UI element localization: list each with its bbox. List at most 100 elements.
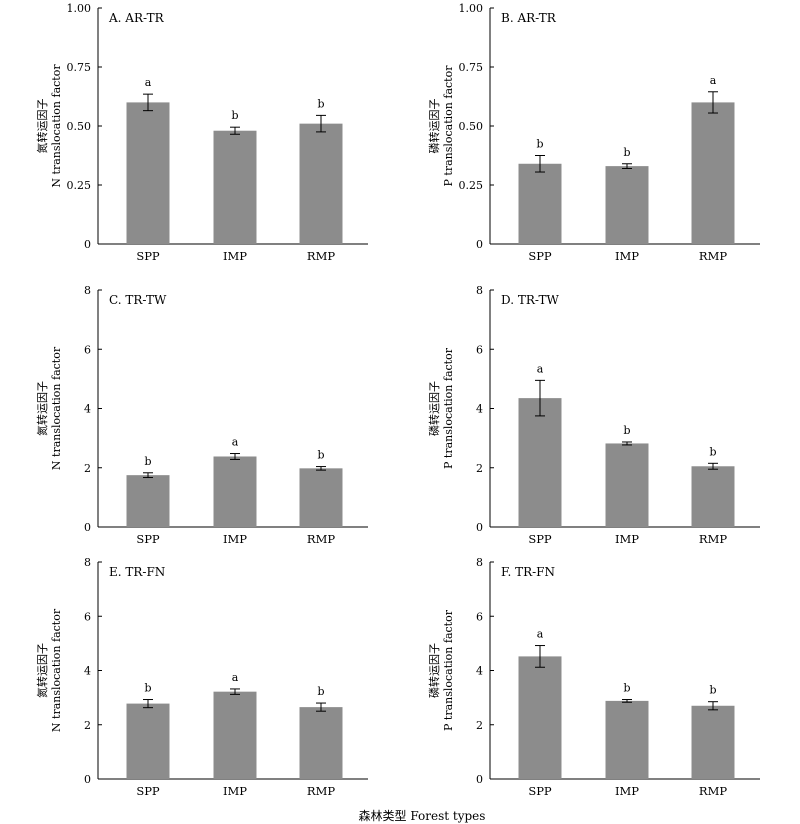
category-label: RMP [699, 532, 727, 546]
significance-letter: b [317, 449, 324, 462]
significance-letter: a [232, 671, 239, 684]
bar-imp [605, 700, 649, 779]
bar-spp [126, 475, 170, 527]
bar-rmp [691, 705, 735, 779]
significance-letter: a [232, 436, 239, 449]
category-label: SPP [528, 249, 552, 263]
y-tick-label: 8 [476, 284, 483, 297]
bar-spp [518, 398, 562, 527]
bar-spp [126, 703, 170, 779]
significance-letter: b [144, 682, 151, 695]
y-tick-label: 4 [476, 403, 483, 416]
y-tick-label: 0.25 [459, 179, 484, 192]
y-axis-label-en: N translocation factor [50, 64, 63, 188]
significance-letter: b [709, 684, 716, 697]
y-axis-label-en: N translocation factor [50, 608, 63, 732]
significance-letter: b [317, 97, 324, 110]
y-axis-label-cn: 氮转运因子 [35, 381, 49, 436]
bar-rmp [691, 466, 735, 527]
bar-rmp [299, 123, 343, 244]
y-axis-label-en: P translocation factor [442, 609, 455, 731]
category-label: SPP [136, 249, 160, 263]
significance-letter: a [537, 362, 544, 375]
y-tick-label: 8 [84, 284, 91, 297]
significance-letter: b [623, 682, 630, 695]
chart-panel-3: 0 2 4 6 8 C. TR-TW 氮转运因子 N translocation factor… [35, 284, 368, 546]
chart-panel-4: 0 2 4 6 8 D. TR-TW 磷转运因子 P translocation factor… [427, 284, 760, 546]
bar-imp [213, 130, 257, 244]
category-label: SPP [528, 532, 552, 546]
bar-imp [605, 443, 649, 527]
category-label: RMP [699, 784, 727, 798]
y-tick-label: 0 [476, 521, 483, 534]
category-label: IMP [223, 784, 247, 798]
significance-letter: a [537, 628, 544, 641]
bar-spp [126, 102, 170, 245]
y-tick-label: 0 [84, 238, 91, 251]
bar-imp [213, 691, 257, 779]
category-label: RMP [307, 249, 335, 263]
y-tick-label: 2 [84, 462, 91, 475]
y-axis-label-cn: 氮转运因子 [35, 99, 49, 154]
category-label: SPP [136, 532, 160, 546]
y-tick-label: 0.75 [67, 61, 92, 74]
chart-panel-1: 0 0.25 0.50 0.75 1.00 A. AR-TR 氮转运因子 N transloc… [35, 2, 368, 263]
y-tick-label: 2 [476, 719, 483, 732]
y-axis-label-cn: 氮转运因子 [35, 643, 49, 698]
y-tick-label: 0.50 [67, 120, 92, 133]
y-tick-label: 0.50 [459, 120, 484, 133]
category-label: RMP [307, 532, 335, 546]
bar-imp [213, 456, 257, 527]
y-tick-label: 0 [84, 521, 91, 534]
bar-imp [605, 166, 649, 244]
significance-letter: b [623, 146, 630, 159]
significance-letter: b [623, 424, 630, 437]
y-tick-label: 4 [84, 403, 91, 416]
y-tick-label: 4 [476, 665, 483, 678]
y-tick-label: 8 [476, 556, 483, 569]
chart-panel-5: 0 2 4 6 8 E. TR-FN 氮转运因子 N translocation factor… [35, 556, 368, 798]
y-axis-label-cn: 磷转运因子 [427, 381, 441, 436]
y-tick-label: 6 [84, 610, 91, 623]
y-tick-label: 0.25 [67, 179, 92, 192]
x-axis-title: 森林类型 Forest types [359, 808, 486, 823]
category-label: RMP [699, 249, 727, 263]
significance-letter: b [536, 138, 543, 151]
y-tick-label: 2 [476, 462, 483, 475]
bar-rmp [299, 707, 343, 779]
y-axis-label-en: P translocation factor [442, 347, 455, 469]
bar-rmp [299, 468, 343, 527]
significance-letter: a [710, 74, 717, 87]
category-label: IMP [615, 784, 639, 798]
significance-letter: b [709, 445, 716, 458]
significance-letter: a [145, 76, 152, 89]
category-label: SPP [136, 784, 160, 798]
category-label: IMP [615, 532, 639, 546]
panel-title: F. TR-FN [501, 565, 555, 579]
panel-title: C. TR-TW [109, 293, 167, 307]
y-tick-label: 8 [84, 556, 91, 569]
y-tick-label: 1.00 [459, 2, 484, 15]
y-tick-label: 0 [476, 238, 483, 251]
y-tick-label: 6 [84, 343, 91, 356]
y-tick-label: 6 [476, 343, 483, 356]
significance-letter: b [144, 455, 151, 468]
significance-letter: b [317, 685, 324, 698]
y-tick-label: 2 [84, 719, 91, 732]
y-tick-label: 6 [476, 610, 483, 623]
category-label: IMP [223, 249, 247, 263]
panel-title: E. TR-FN [109, 565, 165, 579]
panel-title: A. AR-TR [108, 11, 165, 25]
y-tick-label: 0 [476, 773, 483, 786]
y-tick-label: 0 [84, 773, 91, 786]
chart-panel-2: 0 0.25 0.50 0.75 1.00 B. AR-TR 磷转运因子 P transloc… [427, 2, 760, 263]
y-tick-label: 4 [84, 665, 91, 678]
category-label: IMP [615, 249, 639, 263]
category-label: IMP [223, 532, 247, 546]
y-tick-label: 1.00 [67, 2, 92, 15]
y-axis-label-en: N translocation factor [50, 346, 63, 470]
bar-spp [518, 163, 562, 244]
y-axis-label-en: P translocation factor [442, 65, 455, 187]
chart-panel-6: 0 2 4 6 8 F. TR-FN 磷转运因子 P translocation factor… [427, 556, 760, 798]
